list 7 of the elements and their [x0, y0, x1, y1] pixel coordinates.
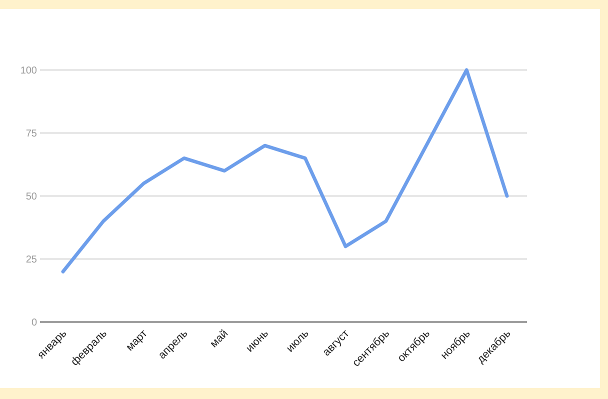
y-tick-label: 100 [20, 66, 38, 76]
y-tick-label: 0 [31, 318, 38, 328]
y-tick-label: 75 [26, 128, 38, 140]
y-tick-label: 25 [26, 254, 38, 266]
y-tick-label: 50 [26, 192, 38, 202]
x-tick-label: май [208, 328, 231, 350]
line-series [61, 68, 509, 274]
